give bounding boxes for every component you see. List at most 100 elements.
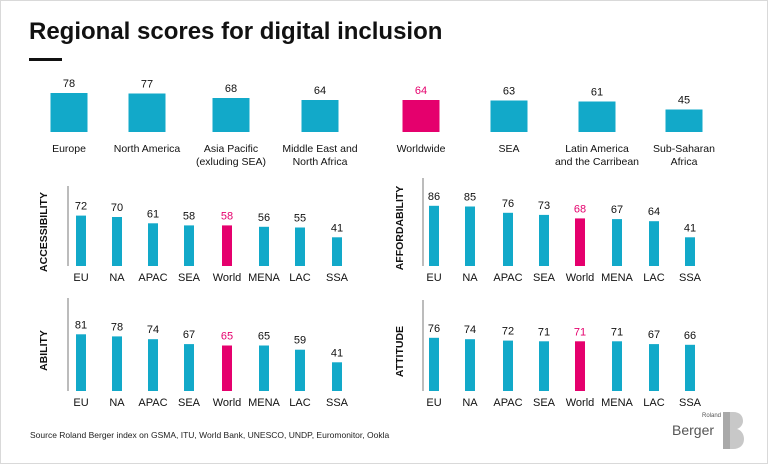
bar-accessibility-7 bbox=[332, 237, 342, 266]
tick-label-attitude-2: APAC bbox=[493, 397, 522, 409]
tick-label-ability-1: NA bbox=[109, 397, 125, 409]
bar-accessibility-3 bbox=[184, 225, 194, 266]
tick-label-accessibility-4: World bbox=[213, 272, 242, 284]
data-label-affordability-4: 68 bbox=[574, 203, 586, 215]
category-label-overview-6: Latin America and the Carribean bbox=[555, 143, 639, 168]
bar-attitude-2 bbox=[503, 340, 513, 391]
axis-label-affordability: AFFORDABILITY bbox=[394, 186, 406, 271]
data-label-affordability-7: 41 bbox=[684, 222, 696, 234]
bar-ability-4 bbox=[222, 345, 232, 391]
category-label-overview-2: Asia Pacific (exluding SEA) bbox=[196, 143, 266, 168]
tick-label-ability-7: SSA bbox=[326, 397, 349, 409]
bar-overview-3 bbox=[301, 100, 339, 132]
bar-overview-2 bbox=[212, 98, 250, 132]
bar-affordability-6 bbox=[649, 221, 659, 266]
bar-affordability-5 bbox=[612, 219, 622, 266]
data-label-ability-7: 41 bbox=[331, 347, 343, 359]
bar-accessibility-2 bbox=[148, 223, 158, 266]
category-label-overview-0: Europe bbox=[52, 143, 86, 155]
logo-line1: Roland bbox=[702, 413, 722, 419]
logo-b-mark-icon bbox=[723, 412, 744, 449]
bar-ability-1 bbox=[112, 336, 122, 391]
data-label-overview-1: 77 bbox=[141, 79, 153, 91]
bar-accessibility-6 bbox=[295, 227, 305, 266]
data-label-attitude-5: 71 bbox=[611, 326, 623, 338]
data-label-overview-2: 68 bbox=[225, 83, 237, 95]
data-label-overview-6: 61 bbox=[591, 87, 603, 99]
data-label-affordability-5: 67 bbox=[611, 204, 623, 216]
data-label-affordability-3: 73 bbox=[538, 200, 550, 212]
logo-line2: Berger bbox=[672, 422, 715, 438]
data-label-accessibility-4: 58 bbox=[221, 210, 233, 222]
data-label-ability-0: 81 bbox=[75, 319, 87, 331]
data-label-attitude-6: 67 bbox=[648, 329, 660, 341]
data-label-overview-5: 63 bbox=[503, 86, 515, 98]
tick-label-ability-0: EU bbox=[73, 397, 88, 409]
data-label-attitude-2: 72 bbox=[502, 326, 514, 338]
tick-label-accessibility-7: SSA bbox=[326, 272, 349, 284]
data-label-ability-4: 65 bbox=[221, 331, 233, 343]
tick-label-affordability-3: SEA bbox=[533, 272, 556, 284]
data-label-affordability-6: 64 bbox=[648, 206, 660, 218]
tick-label-affordability-2: APAC bbox=[493, 272, 522, 284]
tick-label-accessibility-0: EU bbox=[73, 272, 88, 284]
bar-ability-0 bbox=[76, 334, 86, 391]
title-rule bbox=[29, 58, 62, 61]
bar-overview-5 bbox=[490, 100, 528, 132]
data-label-overview-4: 64 bbox=[415, 85, 427, 97]
bar-attitude-3 bbox=[539, 341, 549, 391]
data-label-affordability-1: 85 bbox=[464, 192, 476, 204]
axis-label-accessibility: ACCESSIBILITY bbox=[38, 192, 50, 272]
bar-attitude-5 bbox=[612, 341, 622, 391]
data-label-accessibility-2: 61 bbox=[147, 208, 159, 220]
data-label-accessibility-5: 56 bbox=[258, 212, 270, 224]
bar-ability-7 bbox=[332, 362, 342, 391]
category-label-overview-5: SEA bbox=[498, 143, 519, 155]
source-note: Source Roland Berger index on GSMA, ITU,… bbox=[30, 430, 390, 440]
tick-label-attitude-6: LAC bbox=[643, 397, 664, 409]
roland-berger-logo: Roland Berger bbox=[668, 410, 748, 454]
tick-label-attitude-1: NA bbox=[462, 397, 478, 409]
bar-affordability-7 bbox=[685, 237, 695, 266]
bar-overview-0 bbox=[50, 93, 88, 132]
tick-label-accessibility-2: APAC bbox=[138, 272, 167, 284]
data-label-attitude-3: 71 bbox=[538, 326, 550, 338]
data-label-ability-1: 78 bbox=[111, 321, 123, 333]
category-label-overview-4: Worldwide bbox=[397, 143, 446, 155]
bar-accessibility-5 bbox=[259, 226, 269, 266]
axis-label-attitude: ATTITUDE bbox=[394, 326, 406, 377]
category-label-overview-1: North America bbox=[114, 143, 181, 155]
bar-overview-6 bbox=[578, 101, 616, 132]
bar-overview-4 bbox=[402, 100, 440, 132]
bar-accessibility-4 bbox=[222, 225, 232, 266]
bar-ability-2 bbox=[148, 339, 158, 391]
tick-label-affordability-0: EU bbox=[426, 272, 441, 284]
bar-ability-6 bbox=[295, 349, 305, 391]
bar-affordability-3 bbox=[539, 214, 549, 266]
data-label-accessibility-6: 55 bbox=[294, 213, 306, 225]
data-label-ability-2: 74 bbox=[147, 324, 159, 336]
tick-label-affordability-1: NA bbox=[462, 272, 478, 284]
tick-label-ability-4: World bbox=[213, 397, 242, 409]
tick-label-ability-6: LAC bbox=[289, 397, 310, 409]
bar-affordability-0 bbox=[429, 205, 439, 266]
data-label-accessibility-0: 72 bbox=[75, 201, 87, 213]
bar-ability-3 bbox=[184, 344, 194, 391]
data-label-attitude-7: 66 bbox=[684, 330, 696, 342]
tick-label-ability-2: APAC bbox=[138, 397, 167, 409]
tick-label-attitude-5: MENA bbox=[601, 397, 633, 409]
data-label-affordability-2: 76 bbox=[502, 198, 514, 210]
bar-affordability-2 bbox=[503, 212, 513, 266]
chart-title: Regional scores for digital inclusion bbox=[29, 18, 443, 45]
tick-label-accessibility-5: MENA bbox=[248, 272, 280, 284]
bar-attitude-6 bbox=[649, 344, 659, 391]
tick-label-attitude-4: World bbox=[566, 397, 595, 409]
bar-affordability-1 bbox=[465, 206, 475, 266]
bar-overview-7 bbox=[665, 109, 703, 132]
data-label-attitude-1: 74 bbox=[464, 324, 476, 336]
tick-label-attitude-7: SSA bbox=[679, 397, 702, 409]
tick-label-accessibility-3: SEA bbox=[178, 272, 201, 284]
bar-attitude-0 bbox=[429, 337, 439, 391]
data-label-overview-7: 45 bbox=[678, 95, 690, 107]
